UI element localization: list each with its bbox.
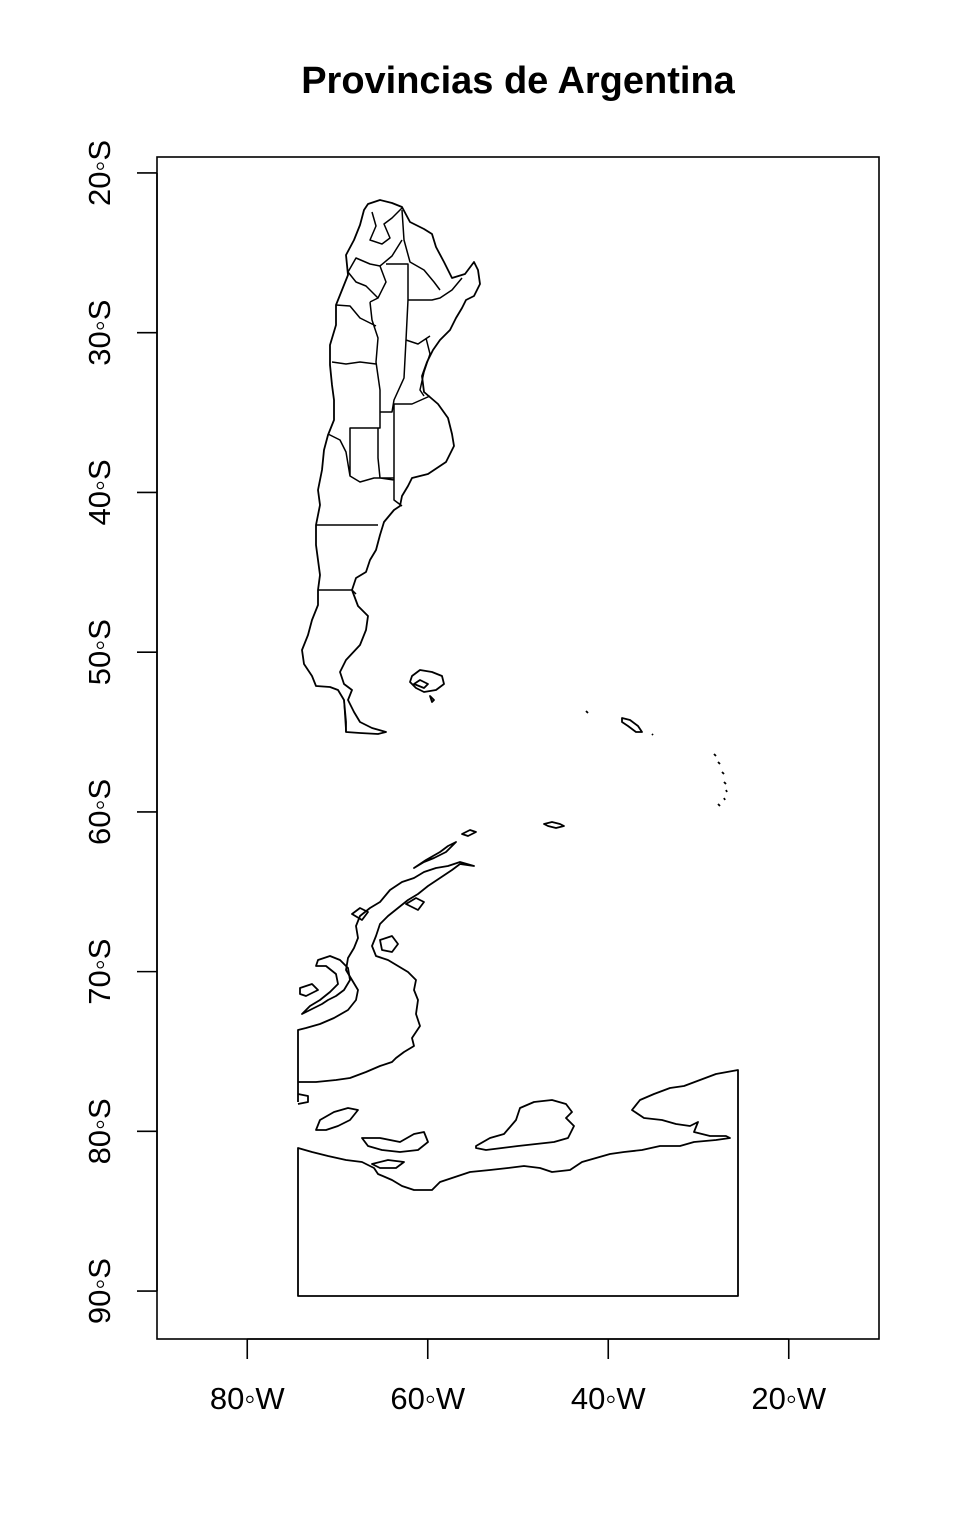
antarctic-peninsula xyxy=(297,861,475,1102)
plot-frame xyxy=(156,156,880,1340)
y-tick-label: 70◦S xyxy=(82,939,117,1005)
falkland-islands xyxy=(409,669,445,703)
y-tick-label: 40◦S xyxy=(82,459,117,525)
x-axis: 80◦W 60◦W 40◦W 20◦W xyxy=(210,1338,827,1416)
province-borders xyxy=(316,207,463,733)
x-tick-label: 20◦W xyxy=(751,1381,826,1416)
ice-rise-island xyxy=(475,1099,575,1151)
south-orkney-outline xyxy=(543,821,565,829)
map-title: Provincias de Argentina xyxy=(301,60,735,102)
berkner-island xyxy=(315,1107,359,1131)
south-shetland-islands xyxy=(413,829,477,869)
filchner-shelf-island xyxy=(361,1131,429,1153)
y-tick-label: 80◦S xyxy=(82,1098,117,1164)
y-tick-label: 30◦S xyxy=(82,300,117,366)
south-sandwich-islands xyxy=(713,753,728,807)
falkland-islands-outline xyxy=(409,669,445,703)
x-tick-label: 80◦W xyxy=(210,1381,285,1416)
y-tick-label: 60◦S xyxy=(82,779,117,845)
south-orkney-islands xyxy=(543,821,565,829)
x-tick-label: 40◦W xyxy=(571,1381,646,1416)
argentina-provinces xyxy=(301,199,481,735)
south-georgia xyxy=(585,710,654,736)
antarctica-outline xyxy=(297,1069,739,1297)
y-tick-label: 20◦S xyxy=(82,140,117,206)
peninsula-islands xyxy=(299,897,425,1015)
mainland-outline xyxy=(301,199,481,735)
antarctica-mainland xyxy=(297,1069,739,1297)
y-tick-label: 90◦S xyxy=(82,1258,117,1324)
south-shetland-outline xyxy=(413,829,477,869)
ronne-ice-shelf xyxy=(297,1093,309,1105)
y-axis: 20◦S 30◦S 40◦S 50◦S 60◦S 70◦S 80◦S 90◦S xyxy=(82,140,158,1324)
dark-islet xyxy=(371,1159,405,1169)
y-tick-label: 50◦S xyxy=(82,619,117,685)
south-georgia-outline xyxy=(585,710,654,736)
x-tick-label: 60◦W xyxy=(390,1381,465,1416)
south-sandwich-outline xyxy=(713,753,728,807)
antarctic-peninsula-outline xyxy=(297,861,475,1102)
